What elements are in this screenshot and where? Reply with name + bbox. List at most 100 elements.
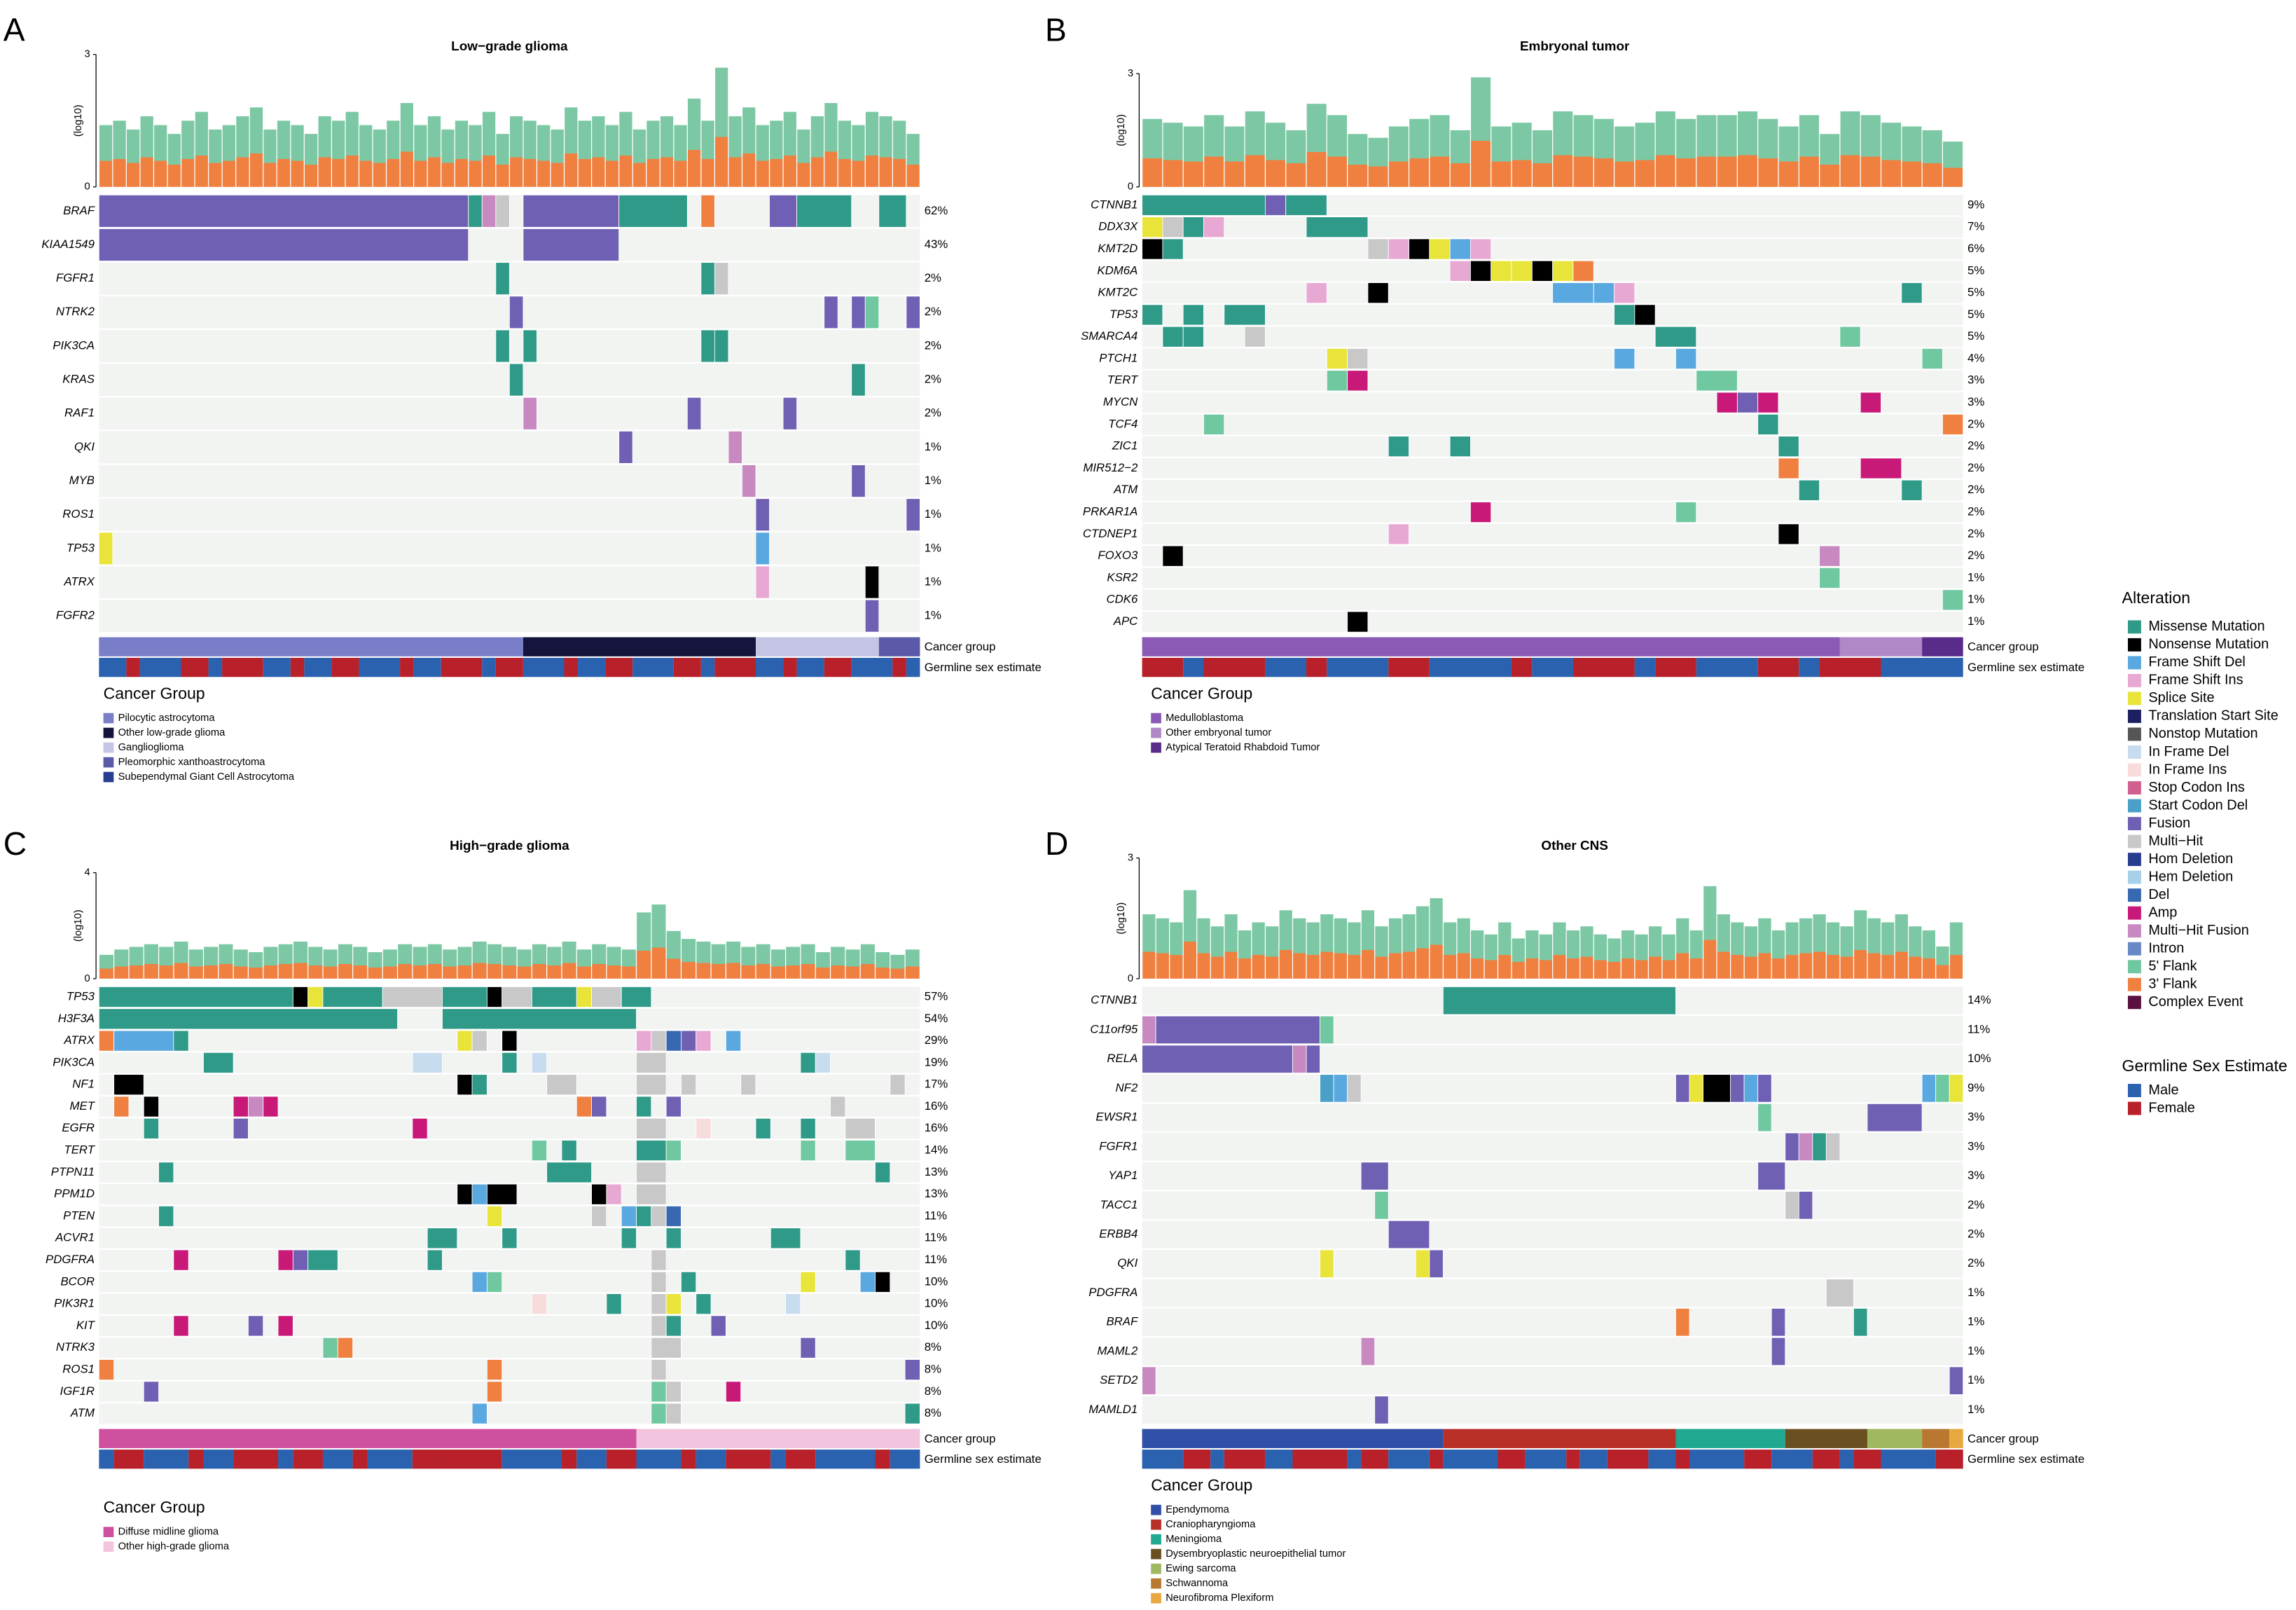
gene-label: MET: [70, 1099, 96, 1113]
alteration-cell: [1367, 282, 1389, 304]
alteration-cell: [824, 296, 838, 329]
legend-label: Craniopharyngioma: [1166, 1519, 1256, 1530]
alteration-cell: [1703, 1074, 1731, 1103]
alteration-cell: [1949, 1074, 1964, 1103]
gene-percent: 11%: [925, 1231, 947, 1244]
alteration-cell: [481, 194, 497, 228]
tmb-bar: [304, 134, 318, 187]
alteration-cell: [1593, 282, 1614, 304]
gene-label: CTNNB1: [1091, 993, 1137, 1007]
tmb-bar: [249, 952, 263, 979]
alteration-cell: [1819, 567, 1841, 589]
sex-segment: [1183, 657, 1204, 677]
alteration-cell: [1367, 238, 1389, 260]
tmb-bar: [1484, 934, 1498, 979]
legend-label: Intron: [2148, 940, 2184, 956]
gene-percent: 5%: [1967, 286, 1984, 299]
gene-label: ROS1: [62, 507, 95, 521]
alteration-cell: [457, 1074, 473, 1096]
tmb-bar: [1593, 934, 1607, 979]
alteration-cell: [845, 1249, 861, 1271]
legend-label: Frame Shift Del: [2148, 654, 2246, 670]
tmb-bar: [1156, 918, 1170, 979]
sex-segment: [1771, 1450, 1813, 1469]
tmb-bar: [1252, 922, 1265, 979]
alteration-cell: [1743, 1074, 1759, 1103]
tmb-bar: [651, 904, 666, 979]
alteration-cell: [710, 1315, 726, 1337]
sex-segment: [1265, 1450, 1293, 1469]
legend-swatch: [2127, 870, 2141, 884]
legend-label: Multi−Hit Fusion: [2148, 923, 2248, 938]
alteration-cell: [1326, 348, 1348, 370]
gene-percent: 2%: [1967, 549, 1984, 562]
alteration-cell: [864, 599, 880, 633]
legend-label: Pilocytic astrocytoma: [118, 713, 216, 724]
gene-percent: 2%: [1967, 527, 1984, 540]
gene-percent: 2%: [925, 338, 941, 352]
alteration-cell: [800, 1271, 816, 1293]
sex-segment: [824, 657, 852, 677]
row-background: [1142, 216, 1963, 238]
alteration-cell: [636, 1140, 667, 1162]
tmb-bar: [1334, 918, 1347, 979]
alteration-cell: [1778, 457, 1799, 479]
alteration-cell: [1935, 1074, 1950, 1103]
alteration-cell: [1819, 545, 1841, 567]
alteration-cell: [1292, 1045, 1307, 1073]
tmb-bar: [359, 125, 373, 187]
gene-label: ATRX: [63, 1033, 95, 1047]
alteration-cell: [1949, 1366, 1964, 1395]
gene-label: QKI: [74, 440, 95, 453]
alteration-cell: [755, 532, 770, 565]
legend-label: Splice Site: [2148, 690, 2214, 706]
sex-segment: [1696, 657, 1758, 677]
tmb-bar: [509, 116, 523, 187]
sex-segment: [222, 657, 263, 677]
tmb-bar: [1327, 115, 1347, 187]
tmb-bar: [1717, 914, 1730, 979]
alteration-cell: [651, 1381, 667, 1403]
alteration-cell: [742, 465, 756, 498]
alteration-cell: [1264, 194, 1287, 216]
sex-segment: [1607, 1450, 1649, 1469]
alteration-cell: [1429, 1249, 1444, 1279]
alteration-cell: [769, 194, 798, 228]
tmb-bar: [249, 107, 263, 187]
tmb-bar: [127, 129, 140, 187]
gene-percent: 2%: [1967, 1256, 1984, 1270]
sex-segment: [1819, 657, 1881, 677]
cancer-group-segment: [99, 637, 523, 656]
gene-label: NTRK2: [56, 305, 95, 318]
legend-swatch: [2127, 692, 2141, 706]
alteration-cell: [621, 986, 652, 1008]
sex-segment: [367, 1450, 413, 1469]
gene-label: H3F3A: [58, 1012, 95, 1025]
alteration-cell: [1409, 238, 1430, 260]
tmb-bar: [687, 98, 701, 187]
alteration-cell: [1347, 611, 1369, 633]
gene-label: SETD2: [1100, 1373, 1138, 1387]
y-tick-label: 0: [85, 973, 90, 984]
alteration-cell: [1491, 260, 1512, 282]
alteration-cell: [173, 1315, 189, 1337]
alteration-cell: [1614, 348, 1635, 370]
tmb-bar: [711, 944, 726, 979]
tmb-bar: [1306, 104, 1327, 187]
gene-percent: 2%: [1967, 417, 1984, 430]
alteration-cell: [98, 532, 113, 565]
alteration-cell: [665, 1315, 682, 1337]
legend-swatch: [1151, 1563, 1161, 1574]
tmb-bar: [890, 954, 905, 979]
alteration-cell: [1155, 1015, 1320, 1045]
tmb-bar: [637, 912, 651, 979]
alteration-cell: [681, 1074, 697, 1096]
tmb-bar: [1491, 126, 1512, 187]
gene-label: DDX3X: [1098, 220, 1138, 233]
legend-label: Complex Event: [2148, 994, 2243, 1010]
alteration-cell: [1552, 260, 1574, 282]
tmb-bar: [159, 947, 174, 979]
alteration-cell: [725, 1030, 742, 1052]
tmb-bar: [592, 944, 607, 979]
legend-label: Neurofibroma Plexiform: [1166, 1592, 1273, 1604]
